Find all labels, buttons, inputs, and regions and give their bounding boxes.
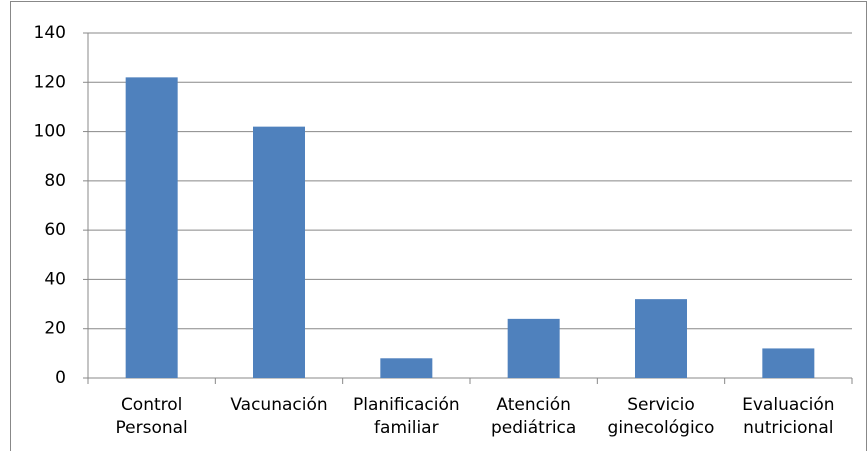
y-tick-label: 100 xyxy=(34,122,66,142)
x-tick-label: Planificación familiar xyxy=(353,395,460,438)
y-tick-label: 0 xyxy=(55,368,66,388)
y-tick-label: 140 xyxy=(34,23,66,43)
y-tick-label: 80 xyxy=(44,171,66,191)
y-tick-label: 60 xyxy=(44,220,66,240)
bar xyxy=(253,126,305,379)
y-tick-label: 20 xyxy=(44,319,66,339)
x-tick-label: Evaluación nutricional xyxy=(742,395,835,438)
bar xyxy=(125,77,178,378)
bar xyxy=(762,348,815,378)
chart-border xyxy=(10,1,867,451)
x-tick-label: Atención pediátrica xyxy=(491,395,577,438)
x-tick-label: Vacunación xyxy=(230,395,328,415)
bar xyxy=(380,358,433,378)
x-tick-label: Control Personal xyxy=(115,395,188,438)
x-tick-label: Servicio ginecológico xyxy=(607,395,715,438)
y-tick-label: 40 xyxy=(44,269,66,289)
bar xyxy=(507,318,560,378)
y-tick-label: 120 xyxy=(34,72,66,92)
bar xyxy=(635,299,687,378)
